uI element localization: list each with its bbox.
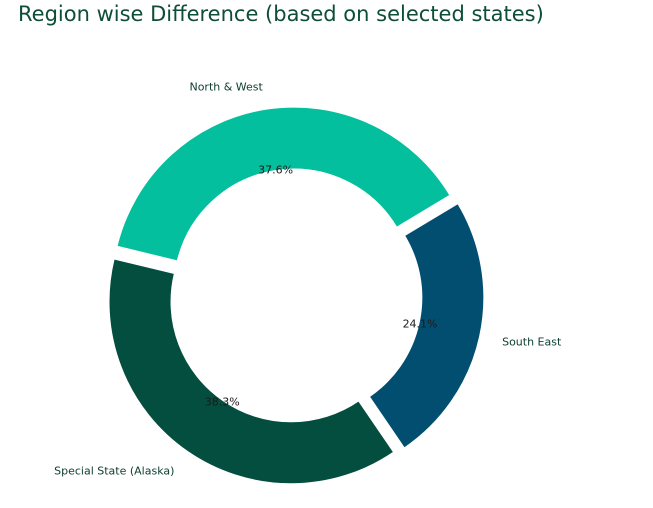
slice-south-east <box>368 202 485 449</box>
slice-percent-label: 38.3% <box>205 395 240 408</box>
slice-label: South East <box>502 335 562 348</box>
slice-special-state-alaska <box>108 258 395 485</box>
chart-title: Region wise Difference (based on selecte… <box>18 2 544 26</box>
slice-label: North & West <box>189 80 263 93</box>
slice-percent-label: 24.1% <box>403 317 438 330</box>
slice-label: Special State (Alaska) <box>54 464 174 477</box>
slice-north-west <box>116 106 451 262</box>
slice-percent-label: 37.6% <box>258 163 293 176</box>
slices-group <box>108 106 485 485</box>
labels-group: North & West 37.6% South East 24.1% Special … <box>54 80 562 477</box>
